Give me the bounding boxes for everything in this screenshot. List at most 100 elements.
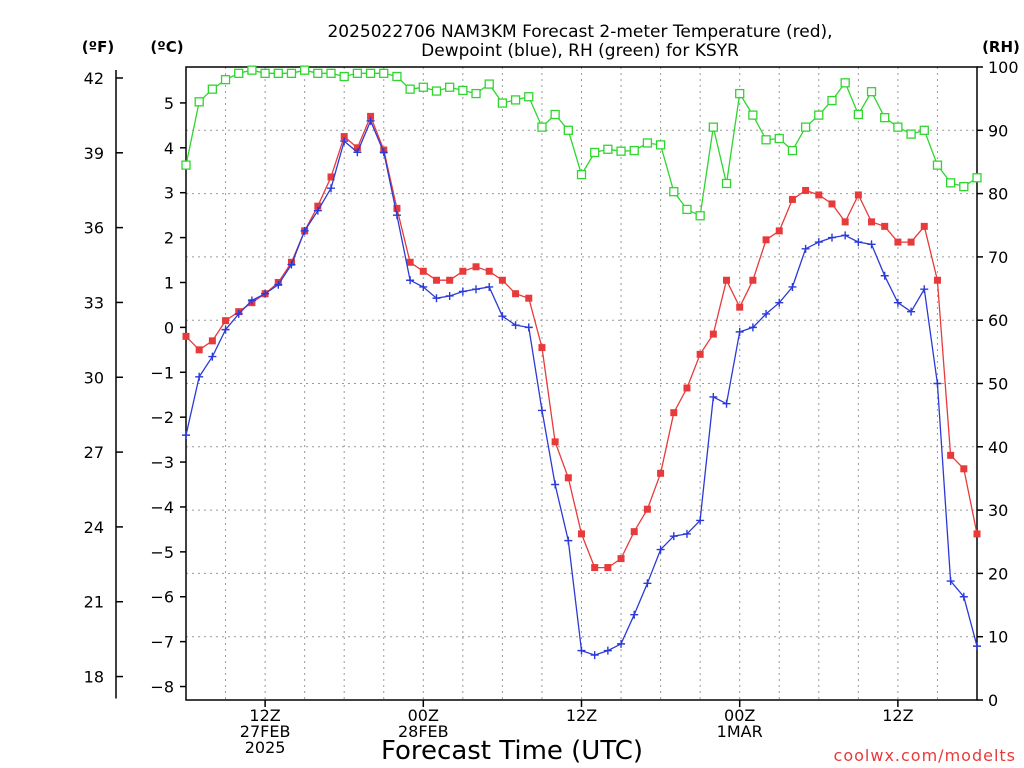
x-tick-label: 27FEB (240, 722, 291, 741)
temperature-point (841, 218, 849, 226)
temperature-point (973, 530, 981, 538)
axes: 543210−1−2−3−4−5−6−7−8423936333027242118… (84, 58, 1019, 757)
chart-title: 2025022706 NAM3KM Forecast 2-meter Tempe… (327, 22, 832, 61)
rh-point (827, 95, 837, 106)
dewpoint-point (472, 285, 481, 294)
temperature-point (485, 267, 493, 275)
dewpoint-point (590, 651, 599, 660)
rh-point (234, 68, 244, 78)
dewpoint-point (933, 379, 942, 388)
temperature-point (419, 267, 427, 275)
rh-point (893, 122, 903, 132)
rh-tick-label: 20 (988, 564, 1008, 583)
rh-point (814, 110, 824, 120)
dewpoint-point (617, 639, 626, 648)
dewpoint-point (880, 271, 889, 280)
temperature-point (564, 474, 572, 482)
dewpoint-point (788, 282, 797, 291)
temperature-point (393, 204, 401, 212)
temperature-point (828, 200, 836, 208)
temperature-point (314, 202, 322, 210)
dewpoint-point (221, 325, 230, 334)
temperature-point (222, 317, 230, 325)
celsius-tick-label: −4 (150, 498, 174, 517)
rh-tick-label: 70 (988, 248, 1008, 267)
temperature-point (591, 564, 599, 572)
rh-point (880, 112, 890, 123)
rh-point (708, 122, 718, 132)
dewpoint-point (946, 577, 955, 586)
rh-point (445, 82, 455, 92)
rh-point (866, 87, 877, 97)
rh-point (313, 68, 323, 78)
x-tick-label: 2025 (245, 738, 286, 757)
celsius-tick-label: −8 (150, 678, 174, 697)
dewpoint-point (603, 646, 612, 655)
temperature-point (367, 112, 375, 120)
rh-tick-label: 90 (988, 121, 1008, 140)
dewpoint-point (959, 592, 968, 601)
rh-point (576, 169, 587, 180)
x-tick-label: 28FEB (398, 722, 449, 741)
fahrenheit-unit-label: (ºF) (82, 38, 114, 56)
rh-point (497, 98, 508, 108)
dewpoint-point (498, 312, 507, 321)
temperature-point (195, 346, 203, 354)
temperature-point (907, 238, 915, 246)
rh-point (906, 129, 916, 139)
temperature-point (643, 505, 651, 513)
dewpoint-point (208, 352, 217, 361)
temperature-point (736, 303, 744, 311)
dewpoint-point (524, 323, 533, 332)
temperature-point (525, 294, 533, 302)
x-tick-label: 00Z (724, 706, 755, 725)
x-tick-label: 12Z (566, 706, 597, 725)
dewpoint-point (656, 545, 665, 554)
rh-tick-label: 10 (988, 628, 1008, 647)
fahrenheit-tick-label: 36 (84, 219, 104, 238)
rh-point (642, 138, 653, 148)
dewpoint-line (185, 119, 978, 656)
rh-point (787, 145, 798, 156)
rh-tick-label: 30 (988, 501, 1008, 520)
dewpoint-point (419, 282, 428, 291)
rh-point (761, 135, 771, 145)
rh-point (431, 86, 442, 96)
temperature-point (868, 218, 876, 226)
rh-tick-label: 50 (988, 375, 1008, 394)
dewpoint-point (735, 327, 744, 336)
dewpoint-point (406, 276, 415, 285)
rh-point (735, 88, 745, 99)
dewpoint-point (234, 309, 243, 318)
temperature-point (472, 263, 480, 271)
x-tick-label: 12Z (249, 706, 280, 725)
rh-point (339, 71, 349, 82)
rh-point (669, 187, 679, 197)
rh-point (563, 125, 573, 135)
dewpoint-point (551, 480, 560, 489)
fahrenheit-tick-label: 21 (84, 593, 104, 612)
rh-point (537, 122, 547, 132)
temperature-point (933, 276, 941, 284)
rh-point (721, 178, 732, 189)
celsius-tick-label: 5 (164, 94, 174, 113)
rh-point (220, 75, 231, 85)
rh-point (932, 160, 943, 170)
rh-point (181, 160, 191, 170)
rh-point (682, 204, 692, 215)
dewpoint-point (669, 532, 678, 541)
temperature-point (881, 222, 889, 230)
temperature-point (630, 528, 638, 536)
rh-point (655, 140, 666, 150)
x-tick-label: 1MAR (717, 722, 763, 741)
rh-tick-label: 100 (988, 58, 1019, 77)
temperature-point (327, 173, 335, 181)
rh-point (524, 92, 534, 102)
rh-tick-label: 0 (988, 691, 998, 710)
dewpoint-point (379, 148, 388, 157)
dewpoint-point (564, 536, 573, 545)
temperature-series (182, 112, 981, 572)
temperature-point (353, 144, 361, 152)
temperature-point (406, 258, 414, 266)
fahrenheit-tick-label: 27 (84, 443, 104, 462)
